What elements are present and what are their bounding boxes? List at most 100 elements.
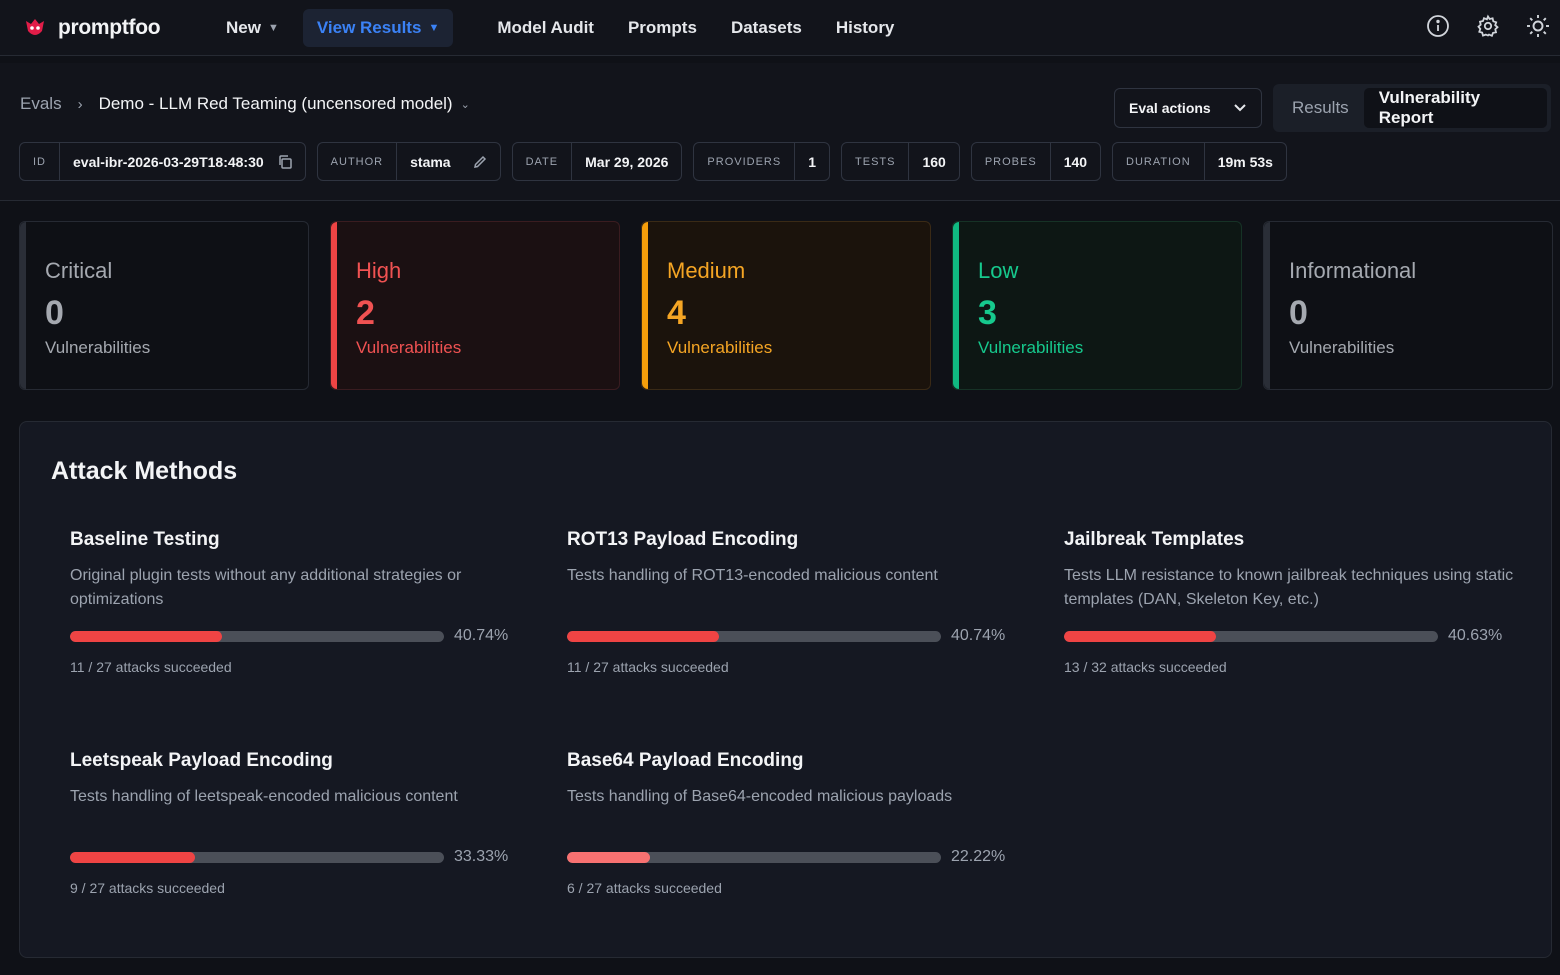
- attacks-succeeded: 11 / 27 attacks succeeded: [70, 659, 232, 675]
- copy-icon[interactable]: [277, 154, 305, 170]
- nav-history-label: History: [835, 17, 895, 37]
- success-rate-fill: [70, 851, 195, 863]
- meta-date-value: Mar 29, 2026: [585, 153, 669, 170]
- nav-history[interactable]: History: [822, 9, 909, 47]
- attack-method-item: Base64 Payload Encoding Tests handling o…: [567, 750, 1027, 896]
- severity-count: 2: [356, 294, 375, 332]
- nav-new[interactable]: New ▼: [212, 9, 293, 47]
- meta-providers-value: 1: [808, 153, 817, 170]
- severity-card-critical[interactable]: Critical 0 Vulnerabilities: [19, 221, 309, 390]
- tab-vulnerability-report[interactable]: Vulnerability Report: [1363, 88, 1547, 128]
- severity-cards: Critical 0 Vulnerabilities High 2 Vulner…: [19, 221, 1553, 390]
- success-rate-percent: 40.63%: [1448, 627, 1503, 644]
- attack-method-item: Jailbreak Templates Tests LLM resistance…: [1064, 529, 1524, 675]
- tab-results-label: Results: [1292, 98, 1349, 117]
- meta-id-label: ID: [20, 143, 60, 180]
- attack-method-description: Original plugin tests without any additi…: [70, 567, 462, 608]
- attacks-succeeded: 9 / 27 attacks succeeded: [70, 880, 225, 896]
- attack-method-description: Tests LLM resistance to known jailbreak …: [1064, 567, 1514, 608]
- meta-date-label: DATE: [513, 143, 573, 180]
- chevron-down-icon: ▼: [428, 21, 440, 34]
- info-icon[interactable]: [1424, 12, 1452, 40]
- meta-id-value: eval-ibr-2026-03-29T18:48:30: [73, 153, 264, 170]
- attack-method-item: Leetspeak Payload Encoding Tests handlin…: [70, 750, 530, 896]
- chevron-down-icon[interactable]: ⌄: [460, 98, 470, 111]
- severity-label: Medium: [667, 258, 746, 283]
- success-rate-percent: 22.22%: [951, 848, 1006, 865]
- severity-count: 3: [978, 294, 997, 332]
- nav-new-label: New: [226, 17, 261, 37]
- eval-header: Evals › Demo - LLM Red Teaming (uncensor…: [0, 63, 1560, 201]
- chevron-down-icon: [1233, 100, 1247, 116]
- severity-sublabel: Vulnerabilities: [356, 338, 462, 357]
- meta-probes-label: PROBES: [972, 143, 1051, 180]
- nav-datasets-label: Datasets: [730, 17, 802, 37]
- nav-tools: [1424, 12, 1552, 40]
- attacks-succeeded: 13 / 32 attacks succeeded: [1064, 659, 1227, 675]
- meta-author: AUTHOR stama: [316, 142, 501, 181]
- success-rate-fill: [70, 630, 223, 642]
- severity-count: 0: [1289, 294, 1308, 332]
- top-navbar: promptfoo New ▼ View Results ▼ Model Aud…: [0, 0, 1560, 56]
- severity-sublabel: Vulnerabilities: [978, 338, 1084, 357]
- breadcrumb: Evals › Demo - LLM Red Teaming (uncensor…: [20, 94, 470, 114]
- breadcrumb-evals[interactable]: Evals: [20, 94, 62, 113]
- attack-methods-panel: Attack Methods Baseline Testing Original…: [19, 421, 1552, 958]
- success-rate-bar: [1064, 630, 1438, 642]
- success-rate-bar: [70, 851, 444, 863]
- logo[interactable]: promptfoo: [22, 15, 212, 41]
- nav-model-audit[interactable]: Model Audit: [483, 9, 608, 47]
- attack-method-name: Leetspeak Payload Encoding: [70, 750, 333, 771]
- severity-label: Informational: [1289, 258, 1417, 283]
- meta-providers-label: PROVIDERS: [694, 143, 796, 180]
- view-toggle: Results Vulnerability Report: [1273, 84, 1551, 132]
- nav-datasets[interactable]: Datasets: [717, 9, 816, 47]
- attack-method-name: Baseline Testing: [70, 529, 220, 550]
- meta-probes-value: 140: [1063, 153, 1088, 170]
- meta-date: DATE Mar 29, 2026: [511, 142, 683, 181]
- tab-results[interactable]: Results: [1277, 88, 1364, 128]
- eval-actions-button[interactable]: Eval actions: [1114, 88, 1262, 128]
- breadcrumb-current-eval[interactable]: Demo - LLM Red Teaming (uncensored model…: [98, 94, 453, 113]
- meta-duration: DURATION 19m 53s: [1112, 142, 1287, 181]
- success-rate-fill: [567, 630, 720, 642]
- severity-card-informational[interactable]: Informational 0 Vulnerabilities: [1263, 221, 1553, 390]
- meta-author-value: stama: [410, 153, 451, 170]
- gear-icon[interactable]: [1474, 12, 1502, 40]
- severity-label: Critical: [45, 258, 113, 283]
- meta-tests-label: TESTS: [842, 143, 910, 180]
- promptfoo-logo-icon: [22, 15, 48, 41]
- success-rate-bar: [567, 851, 941, 863]
- chevron-right-icon: ›: [77, 95, 83, 113]
- severity-card-low[interactable]: Low 3 Vulnerabilities: [952, 221, 1242, 390]
- severity-label: Low: [978, 258, 1019, 283]
- success-rate-percent: 33.33%: [454, 848, 509, 865]
- pencil-icon[interactable]: [464, 154, 500, 170]
- attack-method-description: Tests handling of ROT13-encoded maliciou…: [567, 567, 938, 584]
- severity-sublabel: Vulnerabilities: [1289, 338, 1395, 357]
- success-rate-fill: [1064, 630, 1216, 642]
- meta-duration-value: 19m 53s: [1217, 153, 1273, 170]
- severity-count: 4: [667, 294, 686, 332]
- success-rate-bar: [567, 630, 941, 642]
- eval-metadata: ID eval-ibr-2026-03-29T18:48:30 AUTHOR s…: [19, 142, 1287, 181]
- tab-vulnerability-report-label: Vulnerability Report: [1378, 88, 1481, 127]
- success-rate-percent: 40.74%: [951, 627, 1006, 644]
- sun-icon[interactable]: [1524, 12, 1552, 40]
- attacks-succeeded: 6 / 27 attacks succeeded: [567, 880, 722, 896]
- chevron-down-icon: ▼: [267, 21, 279, 34]
- eval-actions-label: Eval actions: [1129, 100, 1211, 116]
- attacks-succeeded: 11 / 27 attacks succeeded: [567, 659, 729, 675]
- meta-tests: TESTS 160: [841, 142, 960, 181]
- brand-name: promptfoo: [58, 15, 161, 39]
- severity-card-medium[interactable]: Medium 4 Vulnerabilities: [641, 221, 931, 390]
- attack-method-item: Baseline Testing Original plugin tests w…: [70, 529, 530, 675]
- meta-providers: PROVIDERS 1: [693, 142, 831, 181]
- nav-prompts[interactable]: Prompts: [614, 9, 711, 47]
- success-rate-fill: [567, 851, 651, 863]
- nav-view-results[interactable]: View Results ▼: [302, 8, 454, 47]
- attack-method-name: Base64 Payload Encoding: [567, 750, 804, 771]
- nav-model-audit-label: Model Audit: [497, 17, 594, 37]
- severity-card-high[interactable]: High 2 Vulnerabilities: [330, 221, 620, 390]
- severity-label: High: [356, 258, 402, 283]
